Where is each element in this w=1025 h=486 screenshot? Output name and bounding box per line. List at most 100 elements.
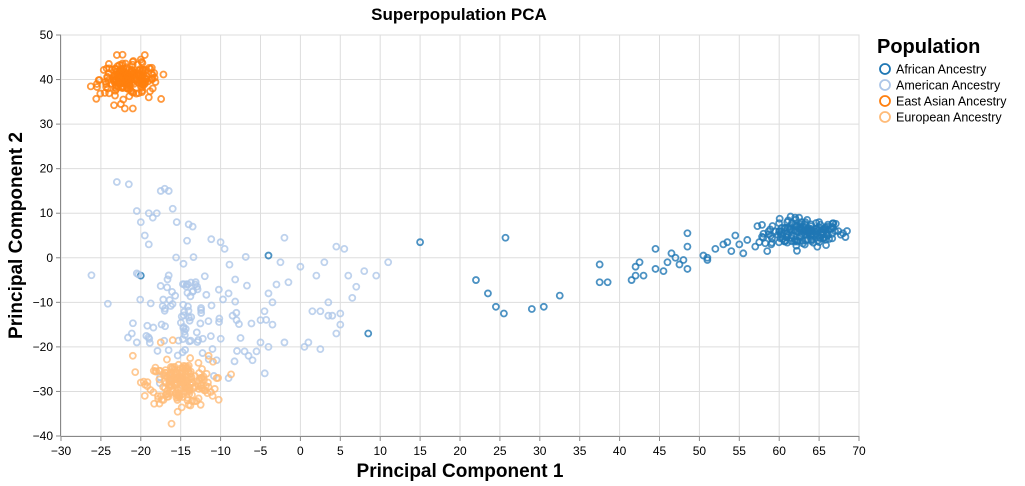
- data-point: [187, 313, 196, 322]
- data-point: [156, 282, 165, 290]
- data-point: [185, 375, 194, 384]
- data-point: [151, 78, 160, 86]
- data-point: [214, 395, 223, 404]
- data-point: [264, 289, 273, 298]
- data-point: [231, 297, 240, 306]
- data-point: [208, 391, 217, 400]
- data-point: [312, 271, 321, 280]
- data-point: [156, 392, 165, 400]
- data-point: [177, 403, 186, 412]
- data-point: [332, 242, 341, 251]
- y-tick-label: 40: [40, 73, 54, 87]
- data-point: [324, 298, 333, 307]
- data-point: [168, 287, 176, 296]
- data-point: [244, 351, 253, 360]
- data-point: [148, 71, 157, 79]
- data-point: [803, 228, 812, 236]
- data-point: [167, 419, 176, 428]
- data-point: [208, 345, 217, 353]
- x-tick-label: 65: [812, 444, 826, 458]
- y-tick-label: −40: [33, 429, 54, 443]
- data-point: [803, 216, 812, 224]
- series-east-asian-ancestry: [86, 50, 168, 113]
- data-point: [174, 375, 183, 384]
- data-point: [159, 70, 168, 79]
- data-point: [168, 204, 177, 213]
- data-point: [232, 316, 241, 325]
- data-point: [202, 382, 210, 390]
- data-point: [198, 334, 207, 343]
- data-point: [241, 253, 250, 261]
- legend-label: East Asian Ancestry: [896, 95, 1007, 109]
- data-point: [332, 329, 341, 338]
- data-point: [132, 338, 141, 347]
- data-point: [94, 76, 103, 85]
- data-point: [112, 51, 121, 59]
- data-point: [780, 237, 789, 246]
- data-point: [304, 338, 313, 347]
- data-point: [148, 213, 157, 222]
- x-axis-title: Principal Component 1: [357, 461, 564, 482]
- data-point: [224, 289, 233, 298]
- axes: −30 −25 −20 −15 −10 −5 0 5 10 15 20 25 30 35 40 45 50 55 6…: [33, 28, 866, 458]
- x-tick-label: −30: [51, 444, 72, 458]
- data-point: [336, 320, 345, 329]
- data-point: [186, 278, 195, 287]
- data-point: [758, 221, 766, 229]
- data-point: [227, 370, 235, 379]
- y-tick-label: −10: [33, 295, 54, 309]
- data-point: [651, 244, 660, 253]
- data-point: [795, 213, 804, 222]
- data-point: [260, 307, 269, 316]
- y-axis-title: Principal Component 2: [6, 132, 27, 339]
- data-point: [130, 80, 138, 88]
- data-point: [105, 89, 113, 98]
- data-point: [703, 253, 712, 262]
- data-point: [116, 100, 125, 108]
- data-point: [280, 233, 289, 242]
- data-point: [807, 220, 816, 229]
- data-point: [739, 249, 748, 258]
- data-point: [104, 60, 113, 68]
- data-point: [364, 329, 373, 338]
- data-point: [667, 249, 676, 258]
- data-point: [121, 59, 130, 68]
- y-tick-label: −20: [33, 340, 54, 354]
- chart-title: Superpopulation PCA: [371, 5, 547, 24]
- data-point: [153, 347, 162, 355]
- data-point: [771, 227, 780, 236]
- data-point: [140, 51, 149, 59]
- data-point: [185, 337, 194, 346]
- data-point: [87, 271, 96, 280]
- data-point: [631, 271, 640, 280]
- data-point: [328, 311, 337, 320]
- data-point: [123, 71, 132, 80]
- data-point: [595, 278, 604, 287]
- data-point: [663, 258, 672, 267]
- data-point: [127, 65, 136, 74]
- x-tick-label: −15: [171, 444, 192, 458]
- legend-entries: African Ancestry American Ancestry East As…: [879, 63, 1007, 125]
- data-point: [143, 382, 152, 391]
- data-point: [172, 218, 181, 227]
- data-point: [675, 260, 684, 269]
- data-point: [136, 65, 144, 74]
- data-point: [162, 368, 171, 377]
- data-point: [316, 345, 325, 354]
- data-point: [168, 336, 177, 345]
- data-point: [196, 400, 205, 409]
- data-point: [814, 223, 823, 231]
- data-point: [492, 302, 500, 311]
- data-point: [163, 386, 172, 395]
- data-point: [300, 342, 309, 351]
- data-point: [791, 213, 800, 222]
- data-point: [128, 88, 136, 97]
- data-point: [236, 334, 245, 342]
- data-point: [92, 94, 101, 103]
- data-point: [125, 80, 134, 89]
- data-point: [635, 258, 644, 267]
- data-point: [172, 253, 180, 262]
- x-tick-label: 45: [653, 444, 667, 458]
- data-point: [149, 323, 158, 332]
- data-point: [206, 332, 215, 341]
